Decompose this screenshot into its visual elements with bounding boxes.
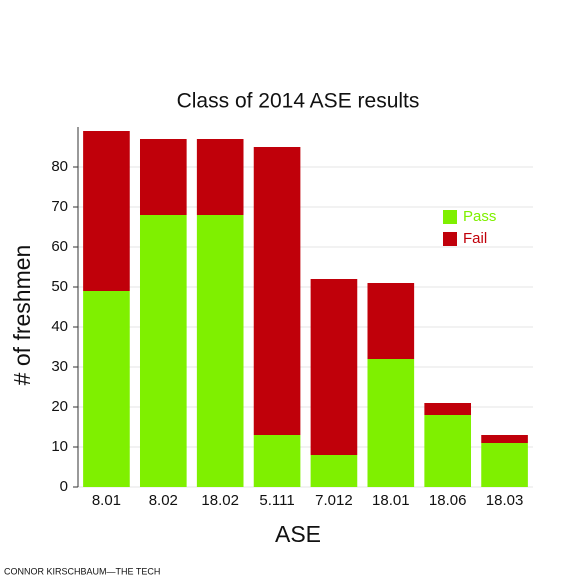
y-tick-label: 60 <box>51 238 68 255</box>
y-tick-label: 30 <box>51 358 68 375</box>
x-tick-label: 18.01 <box>372 492 410 509</box>
x-tick-label: 18.06 <box>429 492 467 509</box>
x-tick-label: 8.01 <box>92 492 121 509</box>
bar-segment <box>253 147 301 435</box>
bar-segment <box>310 455 358 487</box>
bar-segment <box>253 435 301 487</box>
y-tick-label: 0 <box>60 478 68 495</box>
legend-label: Fail <box>463 230 487 247</box>
bar-segment <box>83 291 130 487</box>
y-tick-label: 70 <box>51 198 68 215</box>
legend-label: Pass <box>463 208 496 225</box>
x-tick-label: 7.012 <box>315 492 353 509</box>
y-tick-label: 20 <box>51 398 68 415</box>
x-tick-label: 18.02 <box>201 492 239 509</box>
legend-swatch <box>443 232 457 246</box>
y-axis-label: # of freshmen <box>9 245 35 386</box>
y-tick-label: 10 <box>51 438 68 455</box>
bar-segment <box>424 403 472 415</box>
bar-segment <box>196 139 244 215</box>
x-tick-label: 18.03 <box>486 492 524 509</box>
x-tick-label: 5.111 <box>259 492 294 509</box>
bar-segment <box>367 359 415 487</box>
bar-segment <box>481 443 528 487</box>
bar-segment <box>424 415 472 487</box>
bar-segment <box>83 131 130 291</box>
x-tick-label: 8.02 <box>149 492 178 509</box>
y-tick-label: 50 <box>51 278 68 295</box>
bar-segment <box>139 215 187 487</box>
legend-swatch <box>443 210 457 224</box>
bar-segment <box>196 215 244 487</box>
bar-segment <box>481 435 528 443</box>
bar-segment <box>367 283 415 359</box>
y-tick-label: 80 <box>51 158 68 175</box>
x-axis-label: ASE <box>275 521 321 547</box>
credit: CONNOR KIRSCHBAUM—THE TECH <box>4 566 160 576</box>
y-tick-label: 40 <box>51 318 68 335</box>
bar-segment <box>139 139 187 215</box>
bar-segment <box>310 279 358 455</box>
chart-title: Class of 2014 ASE results <box>177 90 420 113</box>
